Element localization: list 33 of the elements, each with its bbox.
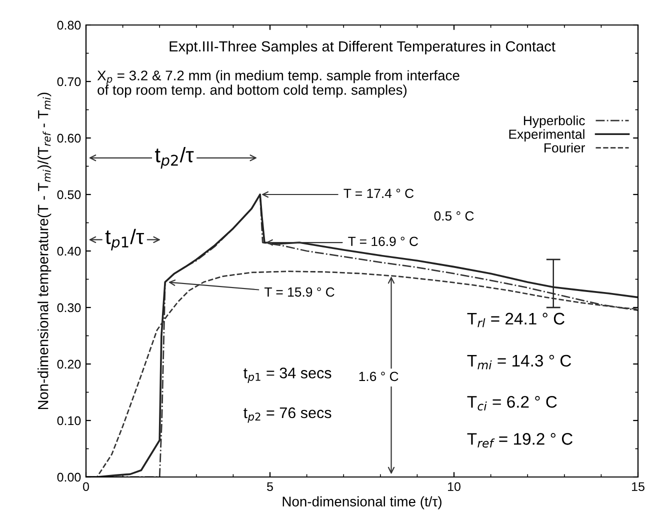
annotation: t$_{p1}$ = 34 secs <box>244 368 332 383</box>
x-tick-label: 10 <box>448 482 460 492</box>
y-tick-label: 0.00 <box>57 472 81 482</box>
annotation: T = 17.4 ° C <box>344 188 414 198</box>
annotation: 0.5 ° C <box>434 211 474 221</box>
annotation: T$_{rl}$ = 24.1 ° C <box>467 312 564 328</box>
y-tick-label: 0.10 <box>57 416 81 426</box>
annotation: t$_{p1}$/τ <box>105 228 144 250</box>
legend-label: Hyperbolic <box>524 116 585 128</box>
y-tick-label: 0.50 <box>57 190 81 200</box>
x-axis-title: Non-dimensional time (t/τ) <box>282 496 442 510</box>
annotation: T = 15.9 ° C <box>264 287 334 297</box>
y-tick-label: 0.30 <box>57 303 81 312</box>
x-tick-label: 5 <box>267 482 273 492</box>
annotation: 1.6 ° C <box>359 372 398 382</box>
legend-label: Experimental <box>509 129 584 142</box>
x-tick-label: 0 <box>83 482 89 492</box>
y-axis-title: Non-dimensional temperature(T - T$_{mi}$)/(T$_{ref}$ - T$_{mi}$) <box>38 92 52 410</box>
legend-label: Fourier <box>544 142 586 153</box>
annotation: T = 16.9 ° C <box>348 236 418 246</box>
text: Expt.III-Three Samples at Different Temperatures in Contact <box>170 40 556 54</box>
annotation: T$_{ci}$ = 6.2 ° C <box>467 396 557 411</box>
text: X$_{p}$ = 3.2 & 7.2 mm (in medium temp. sample from interface of top room temp. and bottom cold temp. samples) <box>97 70 460 98</box>
annotation: T$_{mi}$ = 14.3 ° C <box>467 354 572 370</box>
y-tick-label: 0.20 <box>57 360 81 369</box>
y-tick-label: 0.40 <box>57 246 81 256</box>
annotation: t$_{p2}$ = 76 secs <box>244 407 332 423</box>
y-tick-label: 0.80 <box>57 20 81 30</box>
annotation: T$_{ref}$ = 19.2 ° C <box>467 433 573 448</box>
y-tick-label: 0.60 <box>57 134 81 143</box>
y-tick-label: 0.70 <box>57 77 81 86</box>
annotation: t$_{p2}$/τ <box>155 147 194 169</box>
x-tick-label: 15 <box>632 482 644 492</box>
